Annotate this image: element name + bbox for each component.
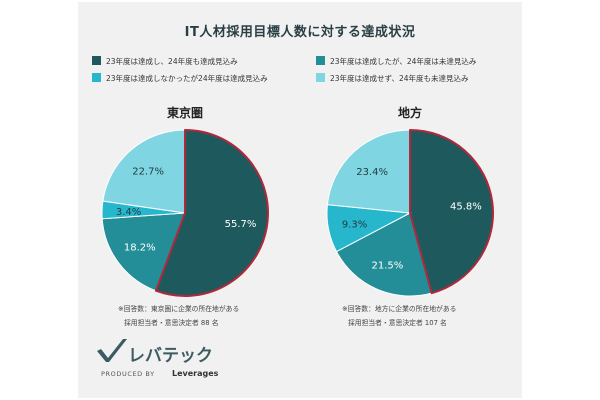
legend-item-4: 23年度は達成せず、24年度も未達見込み <box>316 73 469 83</box>
note-regional-line-2: 採用担当者・意思決定者 107 名 <box>348 318 447 327</box>
legend: 23年度は達成し、24年度も達成見込み 23年度は達成したが、24年度は未達見込… <box>92 56 477 83</box>
highlight-outline-regional <box>409 129 494 295</box>
legend-item-2: 23年度は達成したが、24年度は未達見込み <box>316 56 477 66</box>
pie-tokyo: 55.7% 18.2% 3.4% 22.7% <box>101 129 269 297</box>
pie-slice-regional-2 <box>335 212 433 297</box>
brand-name: Leverages <box>172 369 219 378</box>
pie-slice-regional-4 <box>326 129 411 214</box>
legend-label-1: 23年度は達成し、24年度も達成見込み <box>106 56 238 66</box>
slice-label-tokyo-3: 3.4% <box>116 207 141 218</box>
slice-label-tokyo-2: 18.2% <box>124 243 156 254</box>
pie-slice-tokyo-4 <box>102 129 186 214</box>
logo-check-icon <box>97 339 127 362</box>
slice-label-regional-4: 23.4% <box>356 167 388 178</box>
legend-label-2: 23年度は達成したが、24年度は未達見込み <box>330 56 477 66</box>
slice-label-tokyo-4: 22.7% <box>132 166 164 177</box>
footer-logo: レバテック PRODUCED BY Leverages <box>97 339 219 378</box>
legend-item-1: 23年度は達成し、24年度も達成見込み <box>92 56 238 66</box>
legend-label-3: 23年度は達成しなかったが24年度は達成見込み <box>106 73 268 83</box>
legend-swatch-3 <box>92 73 101 82</box>
slice-label-regional-2: 21.5% <box>372 261 404 272</box>
note-tokyo-line-2: 採用担当者・意思決定者 88 名 <box>124 318 219 327</box>
pie-slice-tokyo-2 <box>101 212 186 292</box>
chart-title: IT人材採用目標人数に対する達成状況 <box>185 24 416 40</box>
logo-text: レバテック <box>128 346 213 366</box>
pie-title-regional: 地方 <box>398 105 422 120</box>
legend-item-3: 23年度は達成しなかったが24年度は達成見込み <box>92 73 268 83</box>
legend-swatch-4 <box>316 73 325 82</box>
note-regional-line-1: ※回答数：地方に企業の所在地がある <box>342 304 456 313</box>
note-tokyo-line-1: ※回答数：東京圏に企業の所在地がある <box>118 304 239 313</box>
slice-label-tokyo-1: 55.7% <box>225 219 257 230</box>
highlight-outline-tokyo <box>154 129 269 297</box>
produced-by-label: PRODUCED BY <box>101 370 155 378</box>
legend-swatch-2 <box>316 56 325 65</box>
legend-label-4: 23年度は達成せず、24年度も未達見込み <box>330 73 469 83</box>
pie-regional: 45.8% 21.5% 9.3% 23.4% <box>326 129 494 297</box>
slice-label-regional-1: 45.8% <box>450 202 482 213</box>
slice-label-regional-3: 9.3% <box>342 220 367 231</box>
legend-swatch-1 <box>92 56 101 65</box>
pie-title-tokyo: 東京圏 <box>167 105 203 120</box>
